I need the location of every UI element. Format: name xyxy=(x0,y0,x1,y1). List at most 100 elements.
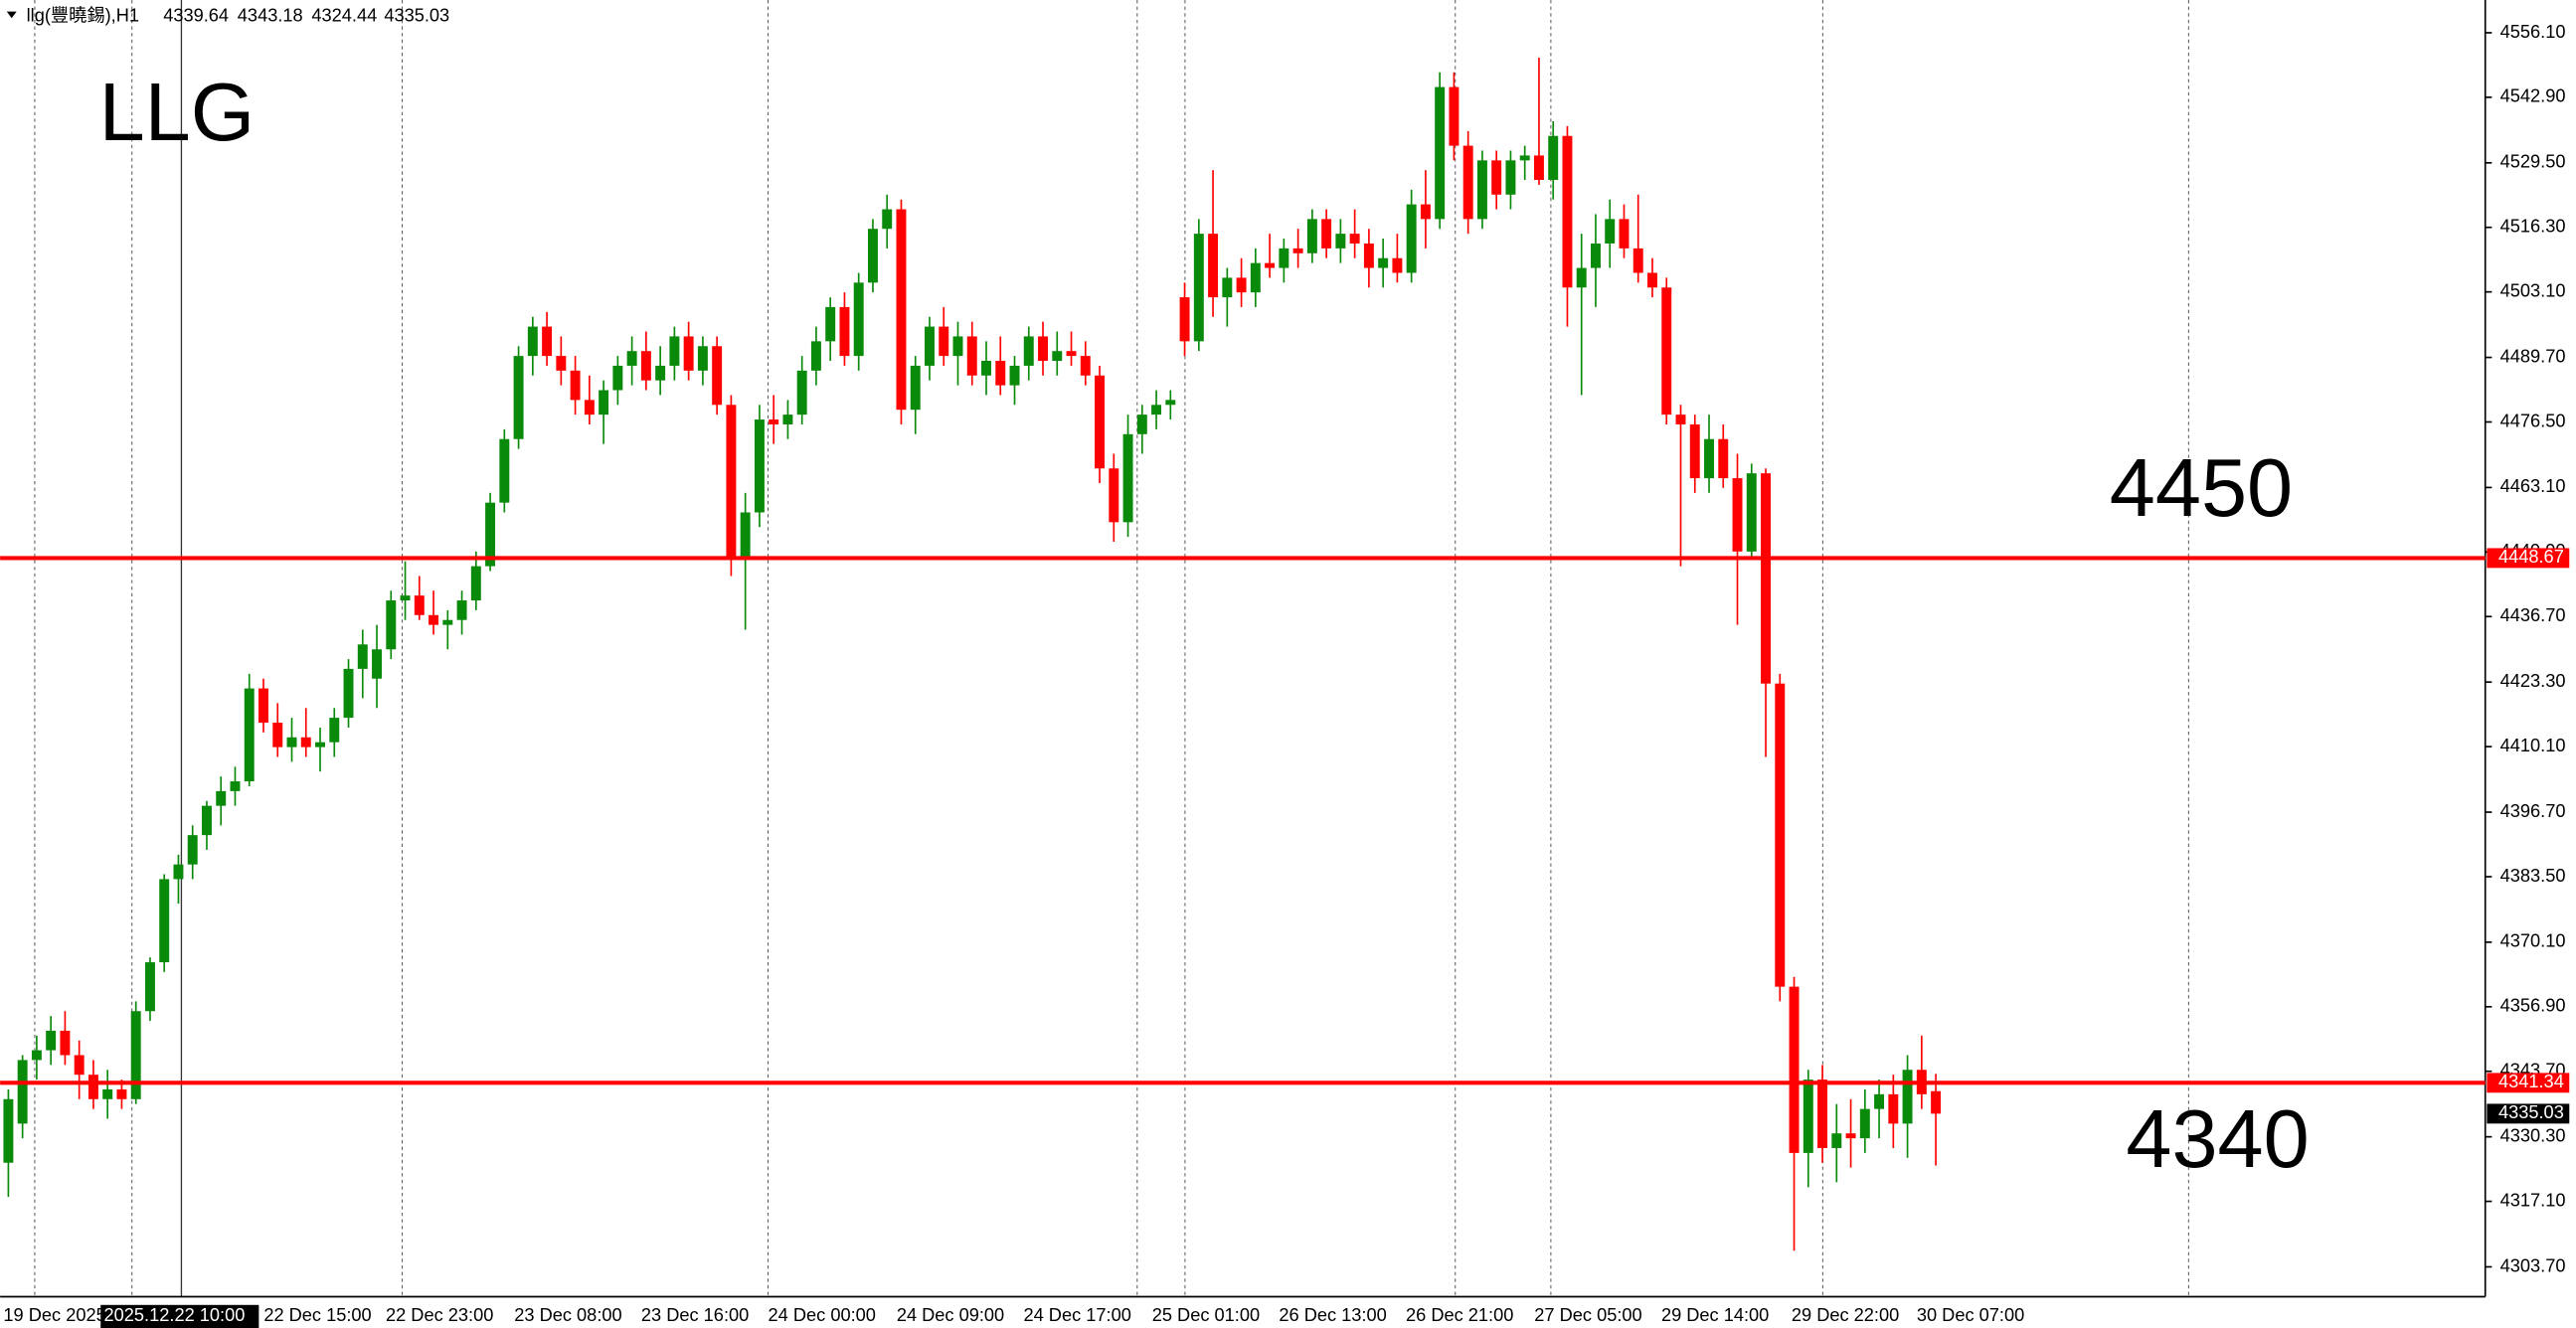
candle-body xyxy=(329,718,340,743)
candle-body xyxy=(1023,336,1034,366)
candle-body xyxy=(1193,234,1204,342)
candle-body xyxy=(1519,155,1530,161)
candle-body xyxy=(669,336,680,366)
candle-body xyxy=(1704,438,1714,479)
candle-body xyxy=(981,361,991,376)
candle-body xyxy=(286,737,297,747)
level-tag xyxy=(2487,548,2570,569)
candle-body xyxy=(1761,473,1772,684)
candle-body xyxy=(187,835,198,865)
candle-body xyxy=(1250,262,1261,293)
candle-body xyxy=(1208,234,1219,298)
candle-body xyxy=(839,306,850,357)
candle-body xyxy=(853,282,864,357)
candle-body xyxy=(1775,683,1786,987)
y-tick-label: 4542.90 xyxy=(2500,85,2566,106)
candle-body xyxy=(1505,160,1516,195)
candle-body xyxy=(995,361,1006,386)
y-tick-label: 4463.10 xyxy=(2500,475,2566,496)
candle-body xyxy=(1406,204,1417,273)
candle-body xyxy=(1462,145,1473,220)
candle-body xyxy=(1476,160,1487,220)
x-tick-label: 2025.12.22 10:00 xyxy=(104,1304,246,1325)
candle-body xyxy=(343,668,354,719)
header-low: 4324.44 xyxy=(311,4,377,25)
candle-body xyxy=(570,370,581,401)
candle-body xyxy=(1449,86,1460,146)
candle-body xyxy=(655,365,666,381)
candle-body xyxy=(1491,160,1502,195)
x-tick-label: 22 Dec 15:00 xyxy=(263,1304,371,1325)
candle-body xyxy=(1803,1079,1813,1153)
candle-body xyxy=(442,619,453,625)
candle-body xyxy=(1066,351,1077,357)
candle-body xyxy=(1632,248,1643,273)
candle-body xyxy=(1279,248,1289,268)
x-tick-label: 24 Dec 09:00 xyxy=(897,1304,1004,1325)
header: llg(豐曉錫),H1 4339.64 4343.18 4324.44 4335… xyxy=(6,4,449,25)
candle-body xyxy=(300,737,311,747)
candle-body xyxy=(796,370,807,415)
y-tick-label: 4396.70 xyxy=(2500,800,2566,821)
candle-body xyxy=(1576,267,1587,288)
annotation: 4340 xyxy=(2126,1092,2309,1185)
candle-body xyxy=(1038,336,1048,362)
candle-body xyxy=(683,336,694,371)
candle-body xyxy=(159,879,170,963)
candle-body xyxy=(925,326,935,366)
x-tick-label: 24 Dec 00:00 xyxy=(769,1304,876,1325)
candle-body xyxy=(372,649,383,679)
candle-body xyxy=(626,351,637,366)
candle-body xyxy=(542,326,553,357)
candle-body xyxy=(485,502,496,567)
candle-body xyxy=(1095,375,1106,469)
x-tick-label: 19 Dec 2025 xyxy=(3,1304,105,1325)
candle-body xyxy=(1321,219,1332,249)
candle-body xyxy=(584,400,595,415)
y-tick-label: 4516.30 xyxy=(2500,216,2566,237)
cursor-label-bg xyxy=(100,1304,259,1328)
y-tick-label: 4556.10 xyxy=(2500,21,2566,42)
candle-body xyxy=(1619,219,1630,249)
candle-body xyxy=(1689,423,1700,479)
candle-body xyxy=(769,419,779,424)
candle-body xyxy=(1222,277,1233,298)
y-tick-label: 4436.70 xyxy=(2500,604,2566,625)
y-tick-label: 4410.10 xyxy=(2500,735,2566,755)
header-open: 4339.64 xyxy=(163,4,229,25)
candle-body xyxy=(258,688,268,724)
candle-body xyxy=(31,1050,42,1061)
candle-body xyxy=(1306,219,1317,253)
candle-body xyxy=(357,644,368,669)
candle-body xyxy=(1151,405,1162,415)
symbol: llg(豐曉錫),H1 xyxy=(27,4,139,25)
x-tick-label: 26 Dec 13:00 xyxy=(1279,1304,1386,1325)
x-tick-label: 29 Dec 22:00 xyxy=(1792,1304,1899,1325)
candle-body xyxy=(1009,365,1020,386)
candle-body xyxy=(456,600,467,620)
header-high: 4343.18 xyxy=(238,4,303,25)
candle-body xyxy=(712,346,723,406)
y-tick-label: 4303.70 xyxy=(2500,1254,2566,1275)
candle-body xyxy=(1136,415,1147,434)
candle-body xyxy=(1435,86,1446,220)
candle-body xyxy=(1931,1090,1942,1114)
candle-body xyxy=(272,723,283,747)
candle-body xyxy=(414,595,425,615)
candle-body xyxy=(1590,243,1601,268)
candle-body xyxy=(74,1055,85,1076)
candle-body xyxy=(1548,135,1559,181)
candle-body xyxy=(1165,400,1176,406)
x-tick-label: 30 Dec 07:00 xyxy=(1917,1304,2024,1325)
candle-body xyxy=(1732,478,1743,552)
candle-body xyxy=(513,356,524,439)
candle-body xyxy=(1378,257,1389,268)
candle-body xyxy=(599,390,609,415)
candle-body xyxy=(640,351,651,381)
candle-body xyxy=(216,790,227,806)
x-tick-label: 23 Dec 08:00 xyxy=(514,1304,621,1325)
candle-body xyxy=(810,341,821,371)
candle-body xyxy=(782,415,793,424)
